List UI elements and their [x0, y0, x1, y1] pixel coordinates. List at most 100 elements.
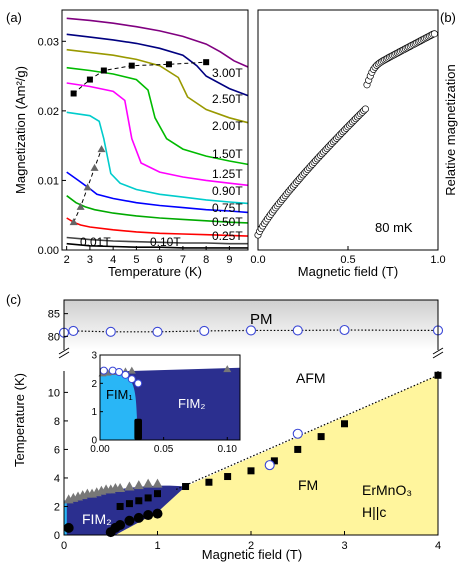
panel-a-curves	[66, 17, 249, 249]
fim2-region-fill	[64, 485, 186, 535]
c-xtick-label: 2	[248, 540, 254, 552]
panel-a-label: (a)	[6, 10, 22, 25]
fim-circle	[115, 520, 126, 531]
series-line-2.50T	[66, 33, 249, 97]
pm-circle	[68, 325, 79, 336]
fm-square	[205, 478, 213, 486]
pm-circle	[199, 325, 210, 336]
inset-triangle	[127, 366, 136, 374]
upper-frame	[63, 299, 439, 350]
fim-circle	[124, 515, 135, 526]
c-xtick-label: 0	[61, 540, 67, 552]
fim-circle	[152, 508, 163, 519]
pm-circle	[105, 326, 116, 337]
panel-a: (a) 3.00T2.50T2.00T1.50T1.25T0.90T0.75T0…	[6, 9, 249, 279]
panel-b-temperature-annotation: 80 mK	[375, 220, 413, 235]
a-xtick-label: 2	[64, 254, 70, 266]
a-xtick-label: 5	[133, 254, 139, 266]
fim-triangle	[152, 478, 163, 488]
fm-square	[317, 433, 325, 441]
inset-ytick-label: 3	[91, 351, 97, 362]
pm-circle	[245, 325, 257, 336]
fm-square	[270, 457, 278, 465]
inset-circle	[121, 370, 130, 379]
fm-region-fill	[115, 375, 439, 535]
c-ytick-upper-label: 80	[48, 331, 60, 343]
axis-break	[432, 351, 444, 359]
series-line-0.10T	[66, 236, 248, 245]
fim-circle	[133, 512, 144, 523]
fm-square	[341, 420, 348, 428]
a-xtick-label: 6	[157, 254, 163, 266]
a-ytick-label: 0.03	[38, 36, 59, 48]
compound-label: ErMnO₃	[362, 482, 412, 498]
axis-break	[58, 351, 70, 359]
inset-markers	[98, 365, 232, 440]
inset-ytick-label: 0	[91, 436, 97, 447]
fim-triangle	[124, 481, 135, 491]
pm-region-fill	[64, 300, 438, 350]
panel-b-xlabel: Magnetic field (T)	[298, 264, 398, 279]
transition-triangle	[83, 183, 92, 191]
inset-ytick-label: 2	[91, 379, 97, 390]
a-ytick-label: 0.01	[38, 175, 59, 187]
fim-triangle	[143, 478, 154, 488]
transition-triangle	[69, 218, 78, 226]
fm-square	[224, 473, 232, 481]
inset-circle	[99, 366, 108, 375]
panel-a-curve-labels: 3.00T 2.50T 2.00T 1.50T 1.25T 0.90T 0.75T0.50T…	[80, 66, 243, 249]
fm-square	[247, 467, 255, 475]
panel-b-ticks: 0.0 0.5 1.0	[250, 246, 446, 266]
c-xtick-label: 1	[154, 540, 160, 552]
axis-break	[432, 347, 444, 355]
inset-fim1-label: FIM₁	[106, 387, 133, 402]
fim-square	[135, 497, 143, 505]
transition-square	[203, 59, 210, 66]
panel-b-points	[254, 30, 438, 239]
inset-frame	[99, 354, 241, 441]
region-afm-label: AFM	[296, 370, 326, 386]
fim-triangle	[133, 480, 144, 490]
transition-square	[70, 90, 77, 97]
inset-ticks: 0.00 0.05 0.10 0 1 2 3	[90, 351, 237, 456]
panel-a-dashed-boundary-upper	[73, 61, 207, 94]
panel-b-label: (b)	[440, 10, 456, 25]
a-xtick-label: 9	[226, 254, 232, 266]
a-xtick-label: 7	[180, 254, 186, 266]
inset-circle	[115, 368, 124, 376]
series-line-2.00T	[66, 48, 249, 124]
c-ytick-label: 8	[54, 416, 60, 428]
fm-square	[294, 445, 302, 453]
inset-circle	[108, 366, 117, 375]
region-fm-label: FM	[298, 477, 318, 493]
curve-label-0.10T: 0.10T	[150, 235, 181, 249]
c-ytick-label: 4	[54, 473, 60, 485]
panel-b: (b) 0.0 0.5 1.0 80 mK Magnetic field (T) R…	[250, 9, 458, 279]
b-xtick-label: 0.0	[250, 254, 265, 266]
series-line-0.75T	[66, 171, 249, 214]
transition-square	[86, 76, 93, 83]
b-data-point	[361, 105, 369, 113]
region-fim2-label: FIM₂	[82, 511, 112, 527]
a-xtick-label: 4	[110, 254, 116, 266]
transition-triangle	[90, 163, 99, 171]
field-orientation-label: H||c	[362, 504, 386, 520]
inset-circle	[127, 375, 136, 384]
panel-a-markers	[69, 59, 210, 226]
fim-circle	[143, 510, 154, 521]
curve-label-2.00T: 2.00T	[212, 119, 243, 133]
axis-break	[58, 347, 70, 355]
inset-fim2-label: FIM₂	[178, 396, 205, 411]
b-data-point	[430, 30, 438, 38]
series-line-1.25T	[66, 82, 249, 187]
curve-label-0.25T: 0.25T	[212, 229, 243, 243]
panel-c-phase-regions	[64, 300, 439, 535]
transition-triangle	[76, 202, 85, 210]
region-pm-label: PM	[250, 311, 273, 328]
curve-label-0.50T: 0.50T	[212, 215, 243, 229]
c-ytick-label: 0	[54, 530, 60, 542]
curve-label-0.90T: 0.90T	[212, 184, 243, 198]
transition-square	[165, 61, 172, 68]
